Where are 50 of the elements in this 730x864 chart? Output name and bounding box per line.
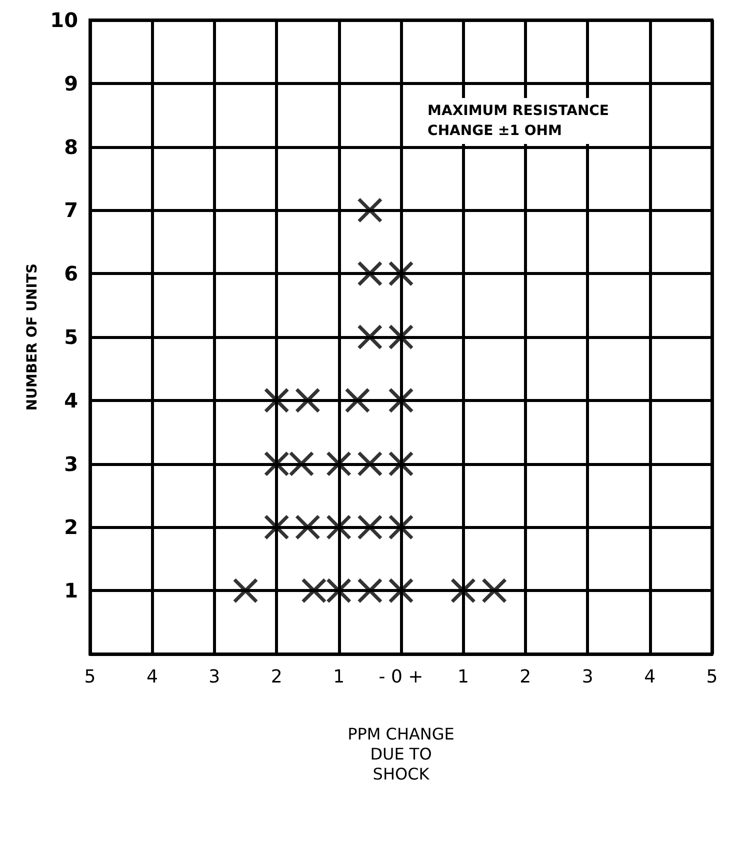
point [288, 451, 314, 477]
point [450, 578, 476, 604]
point [264, 451, 290, 477]
y-tick-label: 4 [64, 388, 78, 412]
point [344, 388, 370, 414]
point [388, 578, 414, 604]
point [388, 514, 414, 540]
x-tick-label: 3 [582, 666, 594, 688]
x-tick-label: 4 [146, 666, 158, 688]
x-tick-label: 4 [644, 666, 656, 688]
point [482, 578, 508, 604]
y-tick-label: 6 [64, 262, 78, 286]
y-tick-label: 9 [64, 71, 78, 96]
x-tick-label: 1 [333, 666, 345, 688]
x-tick-label: 5 [84, 666, 96, 688]
point [388, 451, 414, 477]
x-tick-label: 3 [208, 666, 220, 688]
y-tick-label: 10 [50, 8, 78, 32]
y-tick-label: 8 [64, 134, 78, 159]
x-tick-label: 5 [706, 666, 718, 688]
x-tick-label: 1 [457, 666, 469, 688]
point [388, 324, 414, 350]
y-tick-label: 1 [64, 578, 78, 603]
y-tick-label: 5 [64, 325, 78, 349]
annotation: MAXIMUM RESISTANCE CHANGE ±1 OHM [428, 103, 610, 139]
point [357, 197, 383, 223]
x-axis-title: PPM CHANGE DUE TO SHOCK [348, 724, 454, 784]
y-tick-label: 3 [64, 452, 78, 476]
point [326, 578, 352, 604]
y-axis-title: NUMBER OF UNITS [24, 263, 40, 411]
point [357, 578, 383, 604]
point [357, 324, 383, 350]
point [294, 388, 320, 414]
point [357, 260, 383, 286]
point [232, 578, 258, 604]
point [388, 260, 414, 286]
point [326, 451, 352, 477]
point [294, 514, 320, 540]
point [264, 388, 290, 414]
point [388, 388, 414, 414]
point [264, 514, 290, 540]
x-tick-label: - 0 + [378, 666, 424, 688]
y-tick-label: 7 [64, 198, 78, 222]
point [301, 578, 327, 604]
y-tick-label: 2 [64, 515, 78, 540]
x-tick-label: 2 [270, 666, 282, 688]
x-tick-label: 2 [520, 666, 532, 688]
point [357, 451, 383, 477]
point [326, 514, 352, 540]
point [357, 514, 383, 540]
